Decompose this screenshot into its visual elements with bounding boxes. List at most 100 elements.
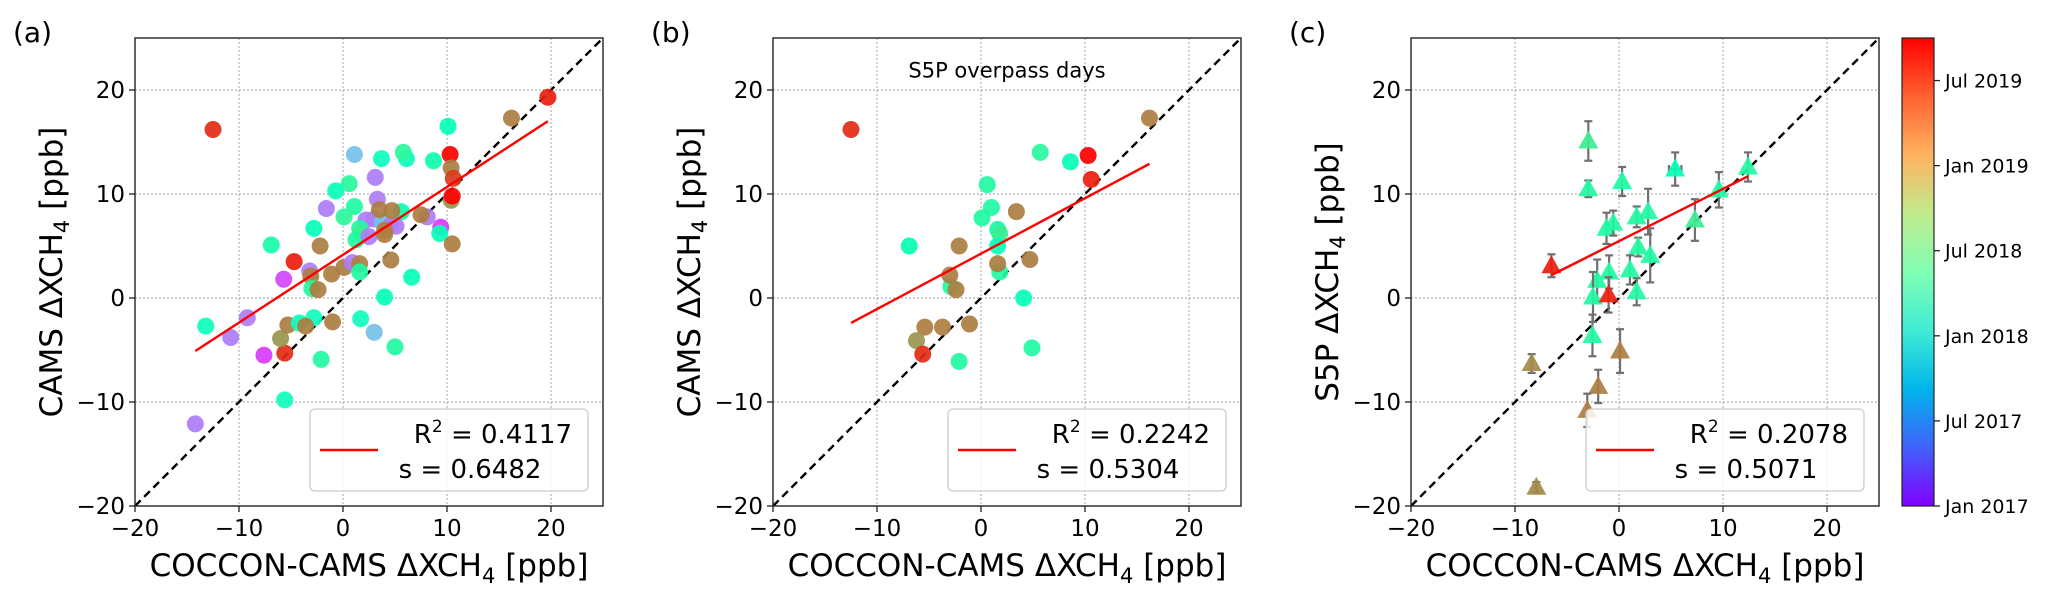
data-point [950,237,968,255]
data-point [323,265,341,283]
data-point [439,117,457,135]
data-point-triangle [1610,340,1631,359]
data-point [916,318,934,336]
regression-line [194,120,549,353]
one-to-one-line [1411,38,1879,506]
data-point [351,263,369,281]
x-axis-label: COCCON-CAMS ΔXCH4 [ppb] [1426,548,1865,588]
data-point-triangle [1626,206,1647,225]
x-tick-label: 10 [1070,516,1099,542]
data-point [502,109,520,127]
data-point [327,182,345,200]
data-point [978,176,996,194]
data-point [961,315,979,333]
y-tick-label: 0 [1386,286,1401,312]
data-points [1521,120,1758,495]
data-point [539,88,557,106]
data-point [1079,147,1097,165]
data-point [186,415,204,433]
data-point-triangle [1619,259,1640,278]
data-point [372,150,390,168]
x-tick-label: 0 [1612,516,1627,542]
y-tick-label: −10 [1352,390,1401,416]
x-tick-label: −10 [1491,516,1540,542]
x-tick-label: −10 [853,516,902,542]
data-point [403,268,421,286]
colorbar-gradient [1901,37,1935,507]
plot-content [135,38,603,506]
plot-content [773,38,1241,506]
panel-label: (b) [651,16,691,49]
data-point-triangle [1628,236,1649,255]
colorbar-ticks: Jan 2017 Jul 2017 Jan 2018 Jul 2018 Jan 2019… [1934,71,2029,518]
data-point-triangle [1626,281,1647,300]
x-tick-label: 10 [1708,516,1737,542]
data-point [1021,251,1039,269]
data-point [335,208,353,226]
data-points [842,109,1158,370]
data-point-triangle [1684,209,1705,228]
data-point [340,175,358,193]
data-point-triangle [1599,261,1620,280]
x-tick-label: 10 [432,516,461,542]
y-axis-label: S5P ΔXCH4 [ppb] [1310,142,1350,402]
colorbar-tick-label: Jul 2017 [1944,411,2022,433]
data-point [276,391,294,409]
axes-frame [134,37,604,507]
data-point [1140,109,1158,127]
data-point [941,266,959,284]
one-to-one-line [135,38,603,506]
data-point [222,329,240,347]
data-point-triangle [1598,284,1619,303]
data-point [424,152,442,170]
annotation-text: S5P overpass days [908,59,1105,83]
regression-line [1550,175,1749,277]
legend-box [1585,408,1865,492]
data-point [376,288,394,306]
data-points [186,88,557,433]
data-point [312,350,330,368]
data-point [1061,153,1079,171]
panel-a: −20 −10 0 10 20 −20 −10 0 10 20 COCCON-CAMS ΔXCH4 … [13,16,604,588]
y-axis-label: CAMS ΔXCH4 [ppb] [34,127,74,418]
data-point-triangle [1526,476,1547,495]
data-point [1015,289,1033,307]
data-point [934,318,952,336]
panel-c: −20 −10 0 10 20 −20 −10 0 10 20 COCCON-CAMS ΔXCH4 … [1289,16,1880,588]
colorbar-tick-label: Jan 2017 [1944,496,2029,518]
data-point-triangle [1578,178,1599,197]
data-point [383,202,401,220]
data-point [441,145,459,163]
data-point [255,346,273,364]
colorbar-tick-label: Jul 2019 [1944,71,2022,93]
y-tick-label: −20 [714,494,763,520]
legend: R2 = 0.2242 s = 0.5304 [947,408,1227,492]
data-point [317,200,335,218]
panel-b: −20 −10 0 10 20 −20 −10 0 10 20 COCCON-CAMS ΔXCH4 … [651,16,1242,588]
data-point-triangle [1640,244,1661,263]
data-point [443,187,461,205]
y-tick-label: −20 [1352,494,1401,520]
data-point-triangle [1582,324,1603,343]
panel-label: (c) [1289,16,1326,49]
data-point [382,251,400,269]
colorbar: Jan 2017 Jul 2017 Jan 2018 Jul 2018 Jan 2019… [1901,37,2029,518]
data-point-triangle [1612,171,1633,190]
data-point [370,201,388,219]
legend-s-text: s = 0.6482 [399,455,542,485]
y-tick-label: 20 [734,78,763,104]
data-point [412,206,430,224]
y-tick-label: 20 [1372,78,1401,104]
data-point-triangle [1665,158,1686,177]
data-point [305,219,323,237]
data-point-triangle [1737,156,1758,175]
legend-box [309,408,589,492]
x-tick-label: 0 [974,516,989,542]
y-tick-label: 10 [734,182,763,208]
colorbar-tick-label: Jan 2019 [1944,156,2029,178]
x-axis-label: COCCON-CAMS ΔXCH4 [ppb] [150,548,589,588]
data-point [1031,143,1049,161]
x-tick-label: −10 [215,516,264,542]
data-point-triangle [1578,130,1599,149]
